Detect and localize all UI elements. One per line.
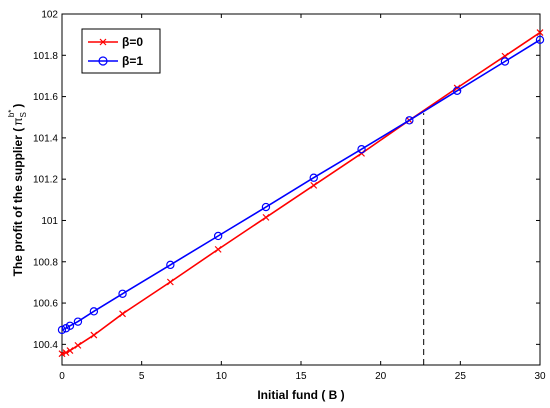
y-tick-label: 100.8 — [33, 257, 58, 268]
data-point-beta1 — [73, 317, 83, 326]
x-tick-label: 30 — [534, 371, 546, 382]
y-tick-label: 101 — [41, 216, 58, 227]
data-point-beta0 — [262, 213, 270, 221]
x-axis-title: Initial fund ( B ) — [257, 388, 344, 402]
data-point-beta0 — [66, 347, 74, 354]
y-tick-label: 100.6 — [33, 299, 58, 310]
legend-marker-beta1 — [98, 56, 108, 66]
data-point-beta1 — [452, 86, 462, 96]
ticks-layer: 0 5 10 15 20 25 30 100.4 100.6 100.8 101 101.2 101.4… — [33, 10, 546, 383]
legend: β=0 β=1 — [81, 28, 161, 74]
x-tick-label: 15 — [295, 371, 307, 382]
series-line-beta1 — [61, 39, 541, 331]
legend-label-beta1: β=1 — [122, 54, 143, 68]
data-point-beta1 — [535, 35, 545, 45]
y-axis-title: The profit of the supplier ( πSb*) — [7, 104, 28, 277]
y-tick-label: 100.4 — [33, 340, 58, 351]
x-tick-label: 0 — [59, 371, 65, 382]
marker-stroke — [166, 278, 174, 286]
x-tick-label: 25 — [455, 371, 467, 382]
data-point-beta1 — [89, 307, 99, 316]
legend-marker-beta0 — [99, 38, 107, 46]
data-point-beta0 — [166, 278, 174, 286]
data-point-beta1 — [261, 202, 271, 212]
data-point-beta1 — [309, 173, 318, 182]
data-point-beta1 — [57, 325, 67, 335]
marker-stroke — [119, 310, 126, 318]
y-tick-label: 101.4 — [33, 133, 58, 144]
x-tick-label: 5 — [139, 371, 145, 382]
series-layer — [57, 29, 545, 358]
y-axis-title-sup: b* — [7, 110, 16, 118]
data-point-beta1 — [405, 116, 414, 125]
data-point-beta1 — [213, 231, 223, 241]
marker-stroke — [262, 213, 270, 221]
data-point-beta1 — [500, 57, 510, 66]
marker-stroke — [90, 331, 98, 339]
marker-stroke — [74, 341, 82, 349]
marker-stroke — [536, 29, 544, 37]
x-tick-label: 10 — [216, 371, 228, 382]
marker-stroke — [214, 245, 222, 253]
data-point-beta0 — [310, 181, 318, 189]
data-point-beta0 — [119, 310, 126, 318]
marker-stroke — [310, 181, 318, 189]
legend-label-beta0: β=0 — [122, 35, 143, 49]
y-tick-label: 101.6 — [33, 92, 58, 103]
data-point-beta0 — [58, 350, 66, 358]
data-point-beta0 — [74, 341, 82, 349]
marker-stroke — [58, 350, 66, 358]
data-point-beta0 — [214, 245, 222, 253]
y-tick-label: 101.8 — [33, 51, 58, 62]
y-axis-title-symbol: π — [11, 117, 25, 125]
data-point-beta0 — [90, 331, 98, 339]
x-tick-label: 20 — [375, 371, 387, 382]
legend-box — [81, 28, 161, 74]
data-point-beta1 — [65, 321, 75, 330]
y-tick-label: 102 — [41, 10, 58, 21]
y-tick-label: 101.2 — [33, 175, 58, 186]
data-point-beta1 — [166, 260, 175, 270]
y-axis-title-text: The profit of the supplier ( — [11, 128, 25, 277]
marker-stroke — [62, 349, 70, 357]
y-axis-title-sub: S — [19, 112, 28, 117]
y-axis-title-close: ) — [11, 104, 25, 108]
marker-stroke — [453, 84, 461, 92]
data-point-beta0 — [536, 29, 544, 37]
data-point-beta1 — [357, 145, 366, 154]
marker-stroke — [66, 347, 74, 354]
data-point-beta0 — [62, 349, 70, 357]
data-point-beta1 — [118, 289, 127, 298]
